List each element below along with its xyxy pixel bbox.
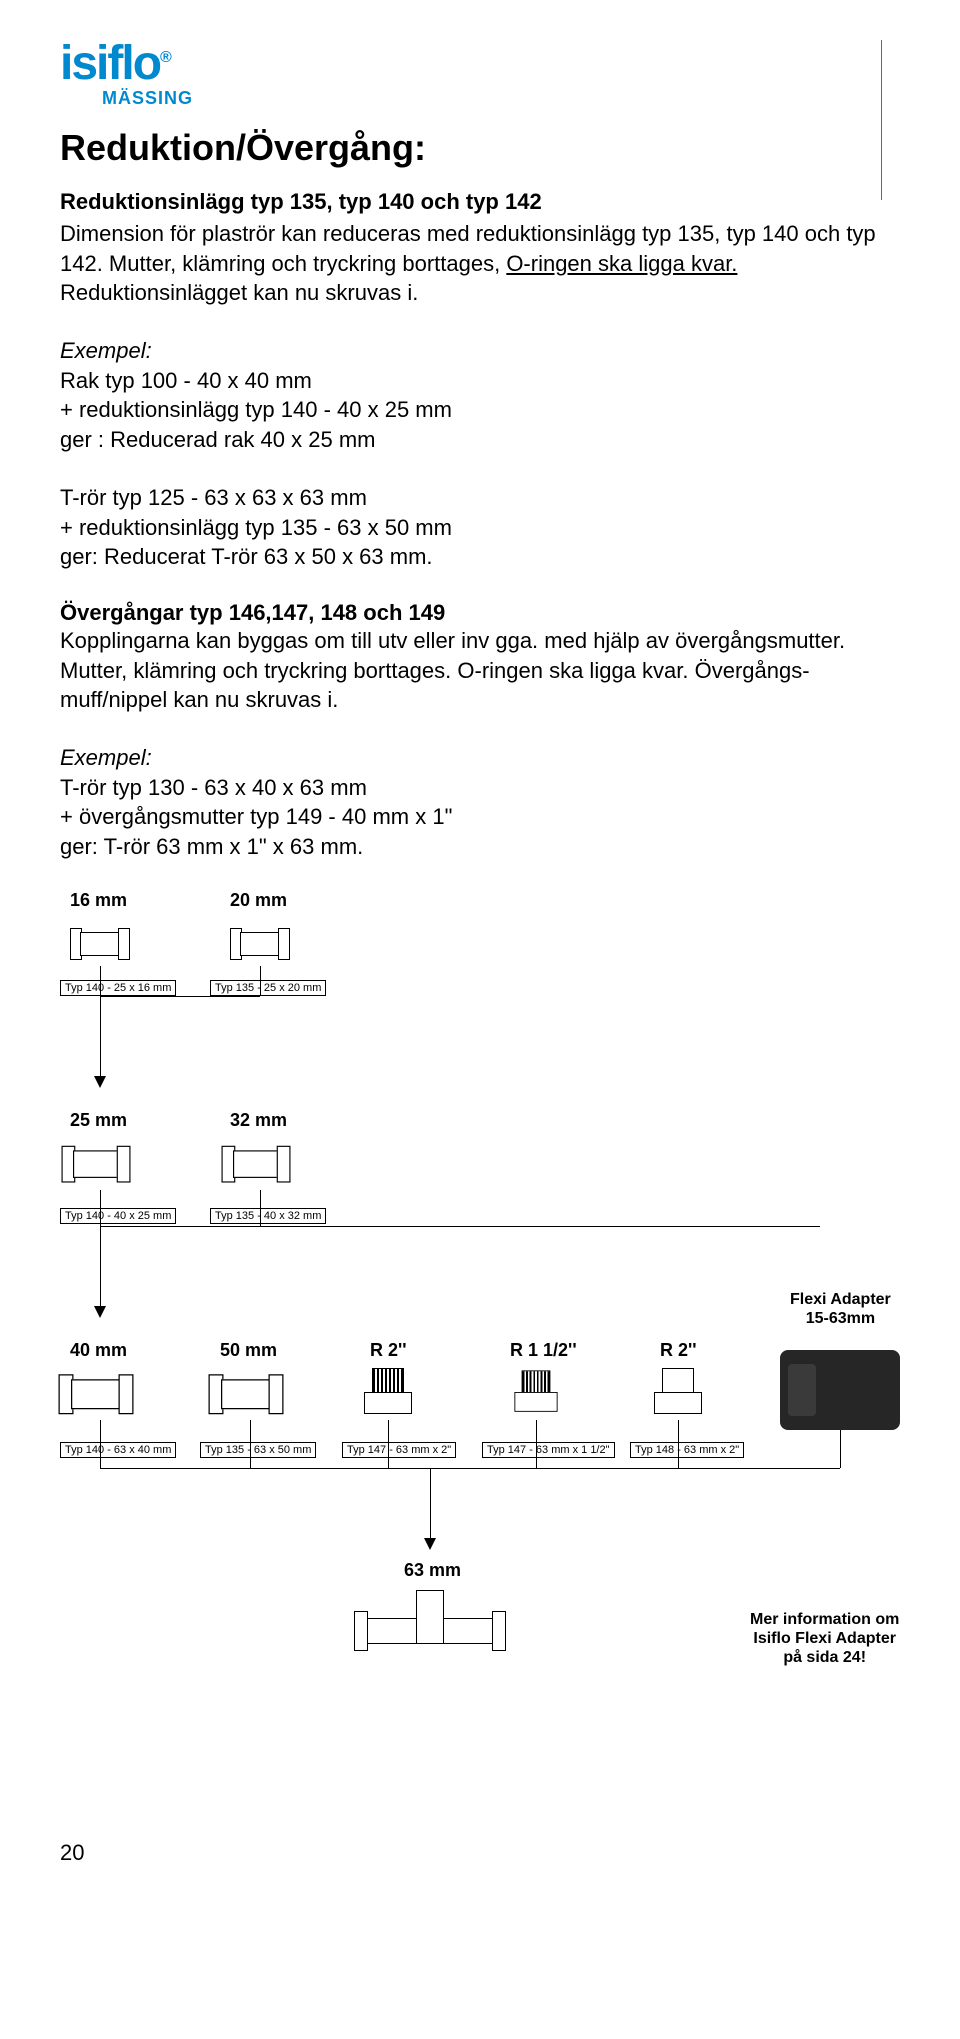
connector-line: [840, 1430, 841, 1468]
logo-text: isiflo: [60, 37, 160, 90]
example3-line: T-rör typ 130 - 63 x 40 x 63 mm: [60, 773, 900, 803]
dim-label: R 2'': [370, 1340, 407, 1361]
example2-line: ger: Reducerat T-rör 63 x 50 x 63 mm.: [60, 542, 900, 572]
section2-paragraph: Kopplingarna kan byggas om till utv elle…: [60, 626, 900, 715]
example3-block: T-rör typ 130 - 63 x 40 x 63 mm + övergå…: [60, 773, 900, 862]
example1-line: + reduktionsinlägg typ 140 - 40 x 25 mm: [60, 395, 900, 425]
threaded-icon: [360, 1368, 416, 1416]
type-label: Typ 135 - 40 x 32 mm: [210, 1208, 326, 1224]
type-label: Typ 135 - 25 x 20 mm: [210, 980, 326, 996]
section1-heading: Reduktionsinlägg typ 135, typ 140 och ty…: [60, 189, 900, 215]
example3-label: Exempel:: [60, 743, 900, 773]
connector-line: [388, 1420, 389, 1468]
arrow-down-icon: [94, 1306, 106, 1318]
connector-line: [100, 996, 260, 997]
dim-label: 16 mm: [70, 890, 127, 911]
logo-block: isiflo® MÄSSING: [60, 40, 900, 109]
coupler-icon: [222, 1136, 291, 1189]
coupler-icon: [230, 920, 290, 966]
example1-line: ger : Reducerad rak 40 x 25 mm: [60, 425, 900, 455]
note-line: Mer information om: [750, 1610, 899, 1629]
coupler-icon: [62, 1136, 131, 1189]
type-label: Typ 140 - 63 x 40 mm: [60, 1442, 176, 1458]
connector-line: [678, 1420, 679, 1468]
dim-label: 32 mm: [230, 1110, 287, 1131]
flexi-title: Flexi Adapter: [790, 1290, 891, 1309]
arrow-down-icon: [94, 1076, 106, 1088]
type-label: Typ 140 - 40 x 25 mm: [60, 1208, 176, 1224]
dim-label: 20 mm: [230, 890, 287, 911]
coupler-icon: [59, 1364, 134, 1422]
dim-label: 50 mm: [220, 1340, 277, 1361]
section1-underlined: O-ringen ska ligga kvar.: [506, 251, 737, 276]
flexi-label: Flexi Adapter 15-63mm: [790, 1290, 891, 1328]
dim-label: 40 mm: [70, 1340, 127, 1361]
connector-line: [250, 1420, 251, 1468]
connector-line: [260, 966, 261, 996]
connector-line: [100, 1190, 101, 1226]
threaded-icon: [511, 1370, 561, 1413]
coupler-icon: [209, 1364, 284, 1422]
more-info-note: Mer information om Isiflo Flexi Adapter …: [750, 1610, 899, 1668]
flexi-adapter-icon: [780, 1350, 900, 1430]
type-label: Typ 135 - 63 x 50 mm: [200, 1442, 316, 1458]
type-label: Typ 147 - 63 mm x 1 1/2": [482, 1442, 615, 1458]
decorative-right-line: [881, 40, 882, 200]
example2-line: + reduktionsinlägg typ 135 - 63 x 50 mm: [60, 513, 900, 543]
example2-line: T-rör typ 125 - 63 x 63 x 63 mm: [60, 483, 900, 513]
page-title: Reduktion/Övergång:: [60, 127, 900, 169]
tee-fitting-icon: [360, 1590, 500, 1670]
section2-heading: Övergångar typ 146,147, 148 och 149: [60, 600, 900, 626]
example1-line: Rak typ 100 - 40 x 40 mm: [60, 366, 900, 396]
diagram: 16 mm 20 mm Typ 140 - 25 x 16 mm Typ 135…: [60, 890, 900, 1810]
dim-label: R 1 1/2'': [510, 1340, 577, 1361]
arrow-down-icon: [424, 1538, 436, 1550]
note-line: på sida 24!: [750, 1648, 899, 1667]
connector-line: [100, 1420, 101, 1468]
connector-line: [100, 1226, 820, 1227]
connector-line: [536, 1420, 537, 1468]
dim-label: R 2'': [660, 1340, 697, 1361]
connector-line: [430, 1468, 431, 1538]
page-number: 20: [60, 1840, 900, 1866]
connector-line: [100, 996, 101, 1076]
example3-line: ger: T-rör 63 mm x 1" x 63 mm.: [60, 832, 900, 862]
threaded-icon: [650, 1368, 706, 1416]
logo-word: isiflo®: [60, 40, 900, 88]
type-label: Typ 148 - 63 mm x 2": [630, 1442, 744, 1458]
section1-text-a: Dimension för plaströr kan reduceras med…: [60, 221, 876, 276]
coupler-icon: [70, 920, 130, 966]
dim-label: 63 mm: [404, 1560, 461, 1581]
connector-line: [100, 1226, 101, 1306]
example2-block: T-rör typ 125 - 63 x 63 x 63 mm + redukt…: [60, 483, 900, 572]
example3-line: + övergångsmutter typ 149 - 40 mm x 1": [60, 802, 900, 832]
note-line: Isiflo Flexi Adapter: [750, 1629, 899, 1648]
connector-line: [100, 1468, 840, 1469]
connector-line: [100, 966, 101, 996]
example1-label: Exempel:: [60, 336, 900, 366]
logo-subtitle: MÄSSING: [60, 88, 900, 109]
connector-line: [260, 1190, 261, 1226]
type-label: Typ 140 - 25 x 16 mm: [60, 980, 176, 996]
flexi-range: 15-63mm: [790, 1309, 891, 1328]
logo-reg: ®: [160, 49, 170, 66]
section1-paragraph: Dimension för plaströr kan reduceras med…: [60, 219, 900, 308]
type-label: Typ 147 - 63 mm x 2": [342, 1442, 456, 1458]
section1-text-b: Reduktionsinlägget kan nu skruvas i.: [60, 280, 418, 305]
dim-label: 25 mm: [70, 1110, 127, 1131]
example1-block: Rak typ 100 - 40 x 40 mm + reduktionsinl…: [60, 366, 900, 455]
